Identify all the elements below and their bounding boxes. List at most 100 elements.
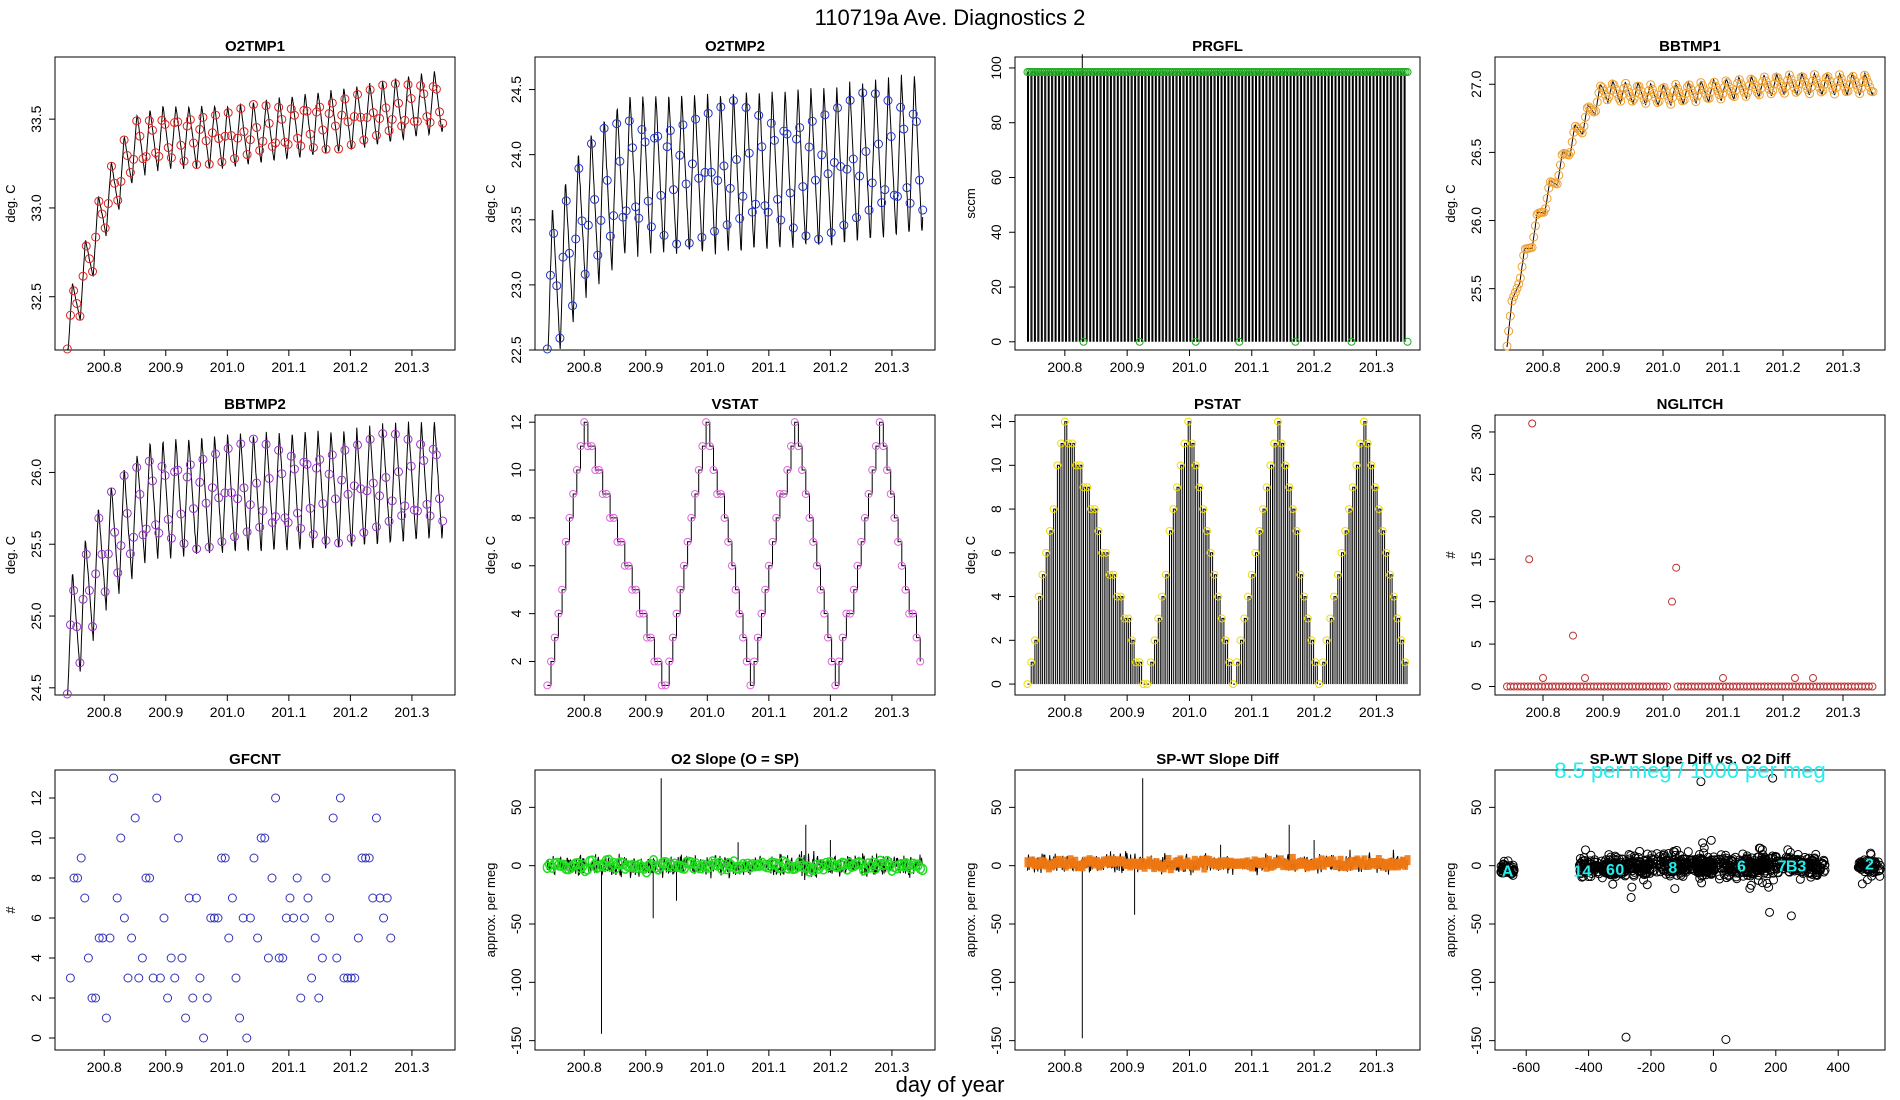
data-point	[1542, 193, 1552, 203]
data-point	[1768, 868, 1778, 878]
data-point	[1594, 88, 1604, 98]
data-point	[709, 226, 719, 236]
data-point	[1505, 311, 1515, 321]
data-point	[788, 223, 798, 233]
data-point	[328, 813, 338, 823]
data-point	[1333, 570, 1342, 579]
y-tick-label: 25	[1468, 466, 1484, 482]
data-point	[1728, 857, 1738, 867]
data-point	[1263, 861, 1270, 872]
data-point	[1143, 680, 1152, 689]
data-point	[1504, 326, 1514, 336]
y-tick-label: 6	[28, 914, 44, 922]
x-tick-label: 201.0	[210, 704, 245, 720]
data-point	[324, 109, 334, 119]
data-point	[1743, 87, 1753, 97]
y-tick-label: 27.0	[1468, 70, 1484, 97]
data-point	[400, 115, 410, 125]
data-point	[1154, 614, 1163, 623]
data-point	[362, 113, 372, 123]
data-point	[412, 116, 422, 126]
data-point	[166, 953, 176, 963]
data-point	[1161, 570, 1170, 579]
data-point	[646, 633, 655, 642]
data-point	[80, 893, 90, 903]
y-axis-label: deg. C	[3, 536, 18, 574]
data-point	[123, 973, 133, 983]
data-point	[220, 853, 230, 863]
data-point	[1382, 548, 1391, 557]
data-point	[308, 143, 318, 153]
data-point	[1672, 563, 1681, 572]
data-point	[1666, 99, 1676, 109]
x-tick-label: 200.8	[1047, 359, 1082, 375]
data-point	[177, 953, 187, 963]
data-point	[1566, 147, 1576, 157]
x-tick-label: 201.0	[1645, 359, 1680, 375]
data-point	[792, 860, 803, 873]
data-point	[1567, 137, 1577, 147]
data-point	[78, 594, 88, 604]
data-point	[1672, 870, 1682, 880]
data-point	[1609, 80, 1619, 90]
data-point	[1696, 777, 1706, 787]
data-point	[662, 142, 672, 152]
data-point	[694, 466, 703, 475]
data-point	[1665, 871, 1675, 881]
data-point	[917, 863, 928, 876]
plot-frame	[1494, 56, 1886, 351]
data-point	[1658, 850, 1668, 860]
data-point	[631, 585, 640, 594]
data-point	[1771, 852, 1781, 862]
data-point	[1371, 483, 1380, 492]
chart-annotation: 8.5 per meg / 1000 per meg	[1554, 758, 1826, 783]
figure-title: 110719a Ave. Diagnostics 2	[814, 5, 1086, 30]
x-tick-label: 200.9	[148, 704, 183, 720]
data-point	[1659, 861, 1669, 871]
data-point	[1669, 86, 1679, 96]
data-point	[864, 489, 873, 498]
y-tick-label: 23.5	[508, 206, 524, 233]
data-point	[751, 199, 761, 209]
data-point	[368, 108, 378, 118]
data-point	[214, 134, 224, 144]
data-point	[88, 267, 98, 277]
data-point	[1719, 674, 1727, 683]
data-point	[1287, 860, 1294, 871]
plot-frame	[534, 769, 936, 1051]
data-point	[561, 196, 571, 206]
data-point	[665, 126, 675, 136]
data-point	[1191, 461, 1200, 470]
data-point	[332, 953, 342, 963]
data-point	[278, 953, 288, 963]
y-axis-label: approx. per meg	[483, 863, 498, 958]
y-tick-label: 24.5	[28, 674, 44, 701]
data-point	[245, 500, 255, 510]
data-point	[1776, 81, 1786, 91]
data-point	[602, 489, 611, 498]
data-point	[1759, 72, 1769, 82]
data-point	[1251, 548, 1260, 557]
data-point	[571, 234, 581, 244]
data-point	[386, 933, 396, 943]
data-point	[431, 450, 441, 460]
chart-title: PRGFL	[1192, 38, 1243, 55]
data-point	[337, 475, 347, 485]
x-tick-label: 200.8	[87, 1059, 122, 1075]
data-point	[1552, 179, 1562, 189]
data-point	[1217, 614, 1226, 623]
data-point	[1657, 83, 1667, 93]
data-point	[894, 537, 903, 546]
data-point	[705, 442, 714, 451]
cluster-label: A	[1502, 863, 1514, 880]
data-point	[1790, 864, 1800, 874]
data-point	[1732, 874, 1742, 884]
data-point	[1646, 80, 1656, 90]
y-tick-label: 10	[28, 830, 44, 846]
data-point	[1698, 81, 1708, 91]
data-point	[687, 159, 697, 169]
data-point	[245, 913, 255, 923]
data-point	[1318, 658, 1327, 667]
x-tick-label: 201.2	[333, 359, 368, 375]
data-point	[346, 533, 356, 543]
